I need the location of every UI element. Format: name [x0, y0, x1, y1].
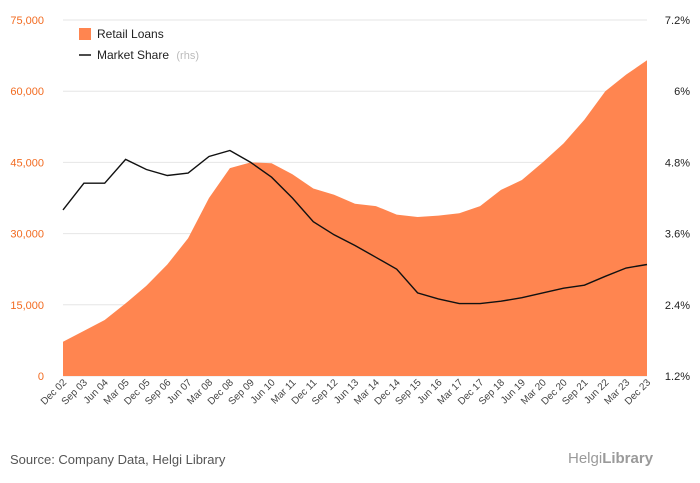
- legend-rhs-hint: (rhs): [176, 50, 199, 62]
- y-right-tick: 6%: [674, 86, 690, 98]
- y-left-tick: 60,000: [10, 86, 44, 98]
- y-left-tick: 30,000: [10, 229, 44, 241]
- y-left-tick: 15,000: [10, 300, 44, 312]
- right-axis: 1.2% 2.4% 3.6% 4.8% 6% 7.2%: [665, 15, 690, 383]
- brand-logo: HelgiLibrary: [568, 450, 653, 467]
- y-left-tick: 0: [38, 371, 44, 383]
- y-left-tick: 75,000: [10, 15, 44, 27]
- legend-swatch-retail-loans[interactable]: [79, 28, 91, 40]
- legend: Retail Loans Market Share (rhs): [79, 27, 199, 62]
- y-right-tick: 2.4%: [665, 300, 690, 312]
- y-right-tick: 1.2%: [665, 371, 690, 383]
- chart: 0 15,000 30,000 45,000 60,000 75,000 1.2% 2.4%…: [10, 15, 690, 408]
- retail-loans-area-layer: [63, 60, 647, 377]
- area-retail-loans[interactable]: [63, 60, 647, 377]
- y-right-tick: 7.2%: [665, 15, 690, 27]
- legend-label-retail-loans[interactable]: Retail Loans: [97, 27, 164, 41]
- market-share-line-layer: [62, 149, 648, 305]
- y-right-tick: 3.6%: [665, 229, 690, 241]
- brand-prefix: Helgi: [568, 450, 603, 467]
- legend-label-market-share[interactable]: Market Share (rhs): [97, 48, 199, 62]
- left-axis: 0 15,000 30,000 45,000 60,000 75,000: [10, 15, 44, 383]
- y-right-tick: 4.8%: [665, 157, 690, 169]
- source-note: Source: Company Data, Helgi Library: [10, 452, 226, 467]
- brand-suffix: Library: [602, 450, 654, 467]
- y-left-tick: 45,000: [10, 157, 44, 169]
- line-market-share[interactable]: [62, 149, 648, 305]
